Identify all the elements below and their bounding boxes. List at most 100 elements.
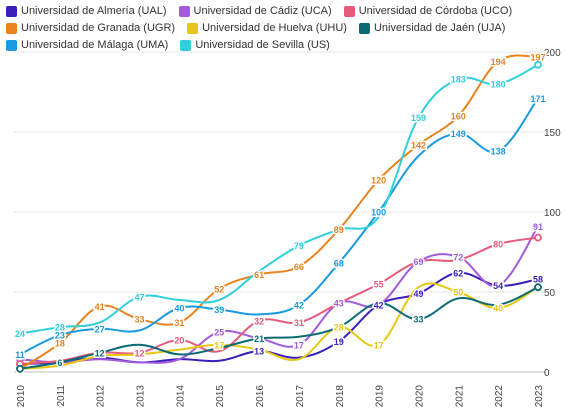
data-point [96, 325, 104, 333]
data-label: 24 [15, 329, 25, 339]
data-point [494, 240, 502, 248]
data-point [494, 282, 502, 290]
data-label: 13 [254, 347, 264, 357]
x-tick-label: 2014 [175, 385, 186, 408]
data-point [454, 112, 462, 120]
data-point [16, 364, 24, 373]
data-label: 61 [254, 270, 264, 280]
x-tick-label: 2023 [534, 385, 545, 408]
data-label: 149 [451, 129, 466, 139]
data-label: 12 [95, 348, 105, 358]
data-label: 23 [55, 331, 65, 341]
data-point [136, 315, 143, 323]
data-point [255, 317, 263, 325]
data-point [375, 176, 383, 184]
legend-swatch [358, 22, 370, 34]
data-point [136, 349, 143, 357]
data-label: 171 [530, 94, 545, 104]
data-point [255, 334, 263, 342]
data-label: 49 [413, 289, 423, 299]
data-label: 160 [451, 112, 466, 122]
legend-label: Universidad de Granada (UGR) [21, 22, 176, 34]
data-point [56, 331, 64, 339]
data-point [295, 301, 303, 309]
data-point [295, 262, 303, 270]
data-point [415, 114, 422, 121]
data-point [175, 304, 183, 312]
legend-swatch [178, 5, 190, 17]
data-label: 194 [491, 57, 506, 67]
data-point [335, 338, 343, 346]
legend-item[interactable]: Universidad de Huelva (UHU) [187, 21, 347, 35]
data-label: 120 [371, 176, 386, 186]
data-point [415, 290, 422, 298]
legend-item[interactable]: Universidad de Córdoba (UCO) [343, 4, 513, 18]
legend-swatch [187, 22, 199, 34]
data-point [494, 304, 502, 312]
x-tick-label: 2021 [454, 385, 465, 408]
data-label: 159 [411, 113, 426, 123]
legend-item[interactable]: Universidad de Almería (UAL) [6, 4, 167, 18]
legend-item[interactable]: Universidad de Sevilla (US) [180, 38, 330, 52]
series-line [19, 286, 539, 370]
data-point [454, 253, 462, 261]
data-label: 142 [411, 140, 426, 150]
data-label: 20 [174, 336, 184, 346]
data-point [534, 233, 542, 242]
data-point [454, 269, 462, 277]
data-point [335, 226, 343, 234]
data-label: 66 [294, 262, 304, 272]
data-point [295, 318, 303, 326]
legend-label: Universidad de Córdoba (UCO) [358, 5, 513, 17]
x-tick-label: 2017 [295, 385, 306, 408]
data-point [56, 339, 64, 347]
legend-item[interactable]: Universidad de Jaén (UJA) [358, 21, 505, 35]
data-label: 31 [294, 318, 304, 328]
data-point [415, 141, 422, 149]
data-point [534, 222, 542, 231]
x-tick-label: 2010 [16, 385, 27, 408]
data-label: 80 [493, 240, 503, 250]
data-point [96, 302, 104, 310]
legend-item[interactable]: Universidad de Granada (UGR) [6, 21, 175, 35]
y-tick-label: 50 [544, 288, 556, 299]
data-label: 6 [57, 358, 62, 368]
legend-label: Universidad de Huelva (UHU) [202, 22, 347, 34]
data-point [534, 60, 542, 69]
y-tick-label: 100 [544, 208, 561, 219]
legend-item[interactable]: Universidad de Cádiz (UCA) [178, 4, 332, 18]
data-label: 43 [334, 299, 344, 309]
x-tick-label: 2018 [335, 385, 346, 408]
legend-swatch [6, 39, 17, 51]
data-label: 25 [214, 328, 224, 338]
data-label: 28 [334, 323, 344, 333]
series-line [19, 63, 539, 335]
data-label: 62 [453, 268, 463, 278]
legend: Universidad de Almería (UAL) Universidad … [6, 4, 562, 52]
data-point [454, 75, 462, 83]
data-point [494, 147, 502, 155]
data-point [534, 275, 542, 284]
y-tick-label: 0 [544, 368, 550, 379]
series-line [19, 282, 539, 370]
data-label: 180 [491, 80, 506, 90]
data-label: 21 [254, 334, 264, 344]
x-tick-label: 2016 [255, 385, 266, 408]
data-label: 52 [214, 284, 224, 294]
x-tick-label: 2022 [494, 385, 505, 408]
data-label: 33 [413, 315, 423, 325]
data-point [56, 323, 64, 331]
data-label: 72 [453, 252, 463, 262]
data-label: 42 [374, 300, 384, 310]
data-label: 28 [55, 323, 65, 333]
legend-swatch [6, 22, 17, 34]
data-label: 31 [174, 318, 184, 328]
legend-item[interactable]: Universidad de Málaga (UMA) [6, 38, 168, 52]
data-label: 41 [95, 302, 105, 312]
x-tick-label: 2019 [375, 385, 386, 408]
data-label: 27 [95, 324, 105, 334]
data-label: 79 [294, 241, 304, 251]
data-label: 69 [413, 257, 423, 267]
legend-label: Universidad de Sevilla (US) [195, 39, 330, 51]
